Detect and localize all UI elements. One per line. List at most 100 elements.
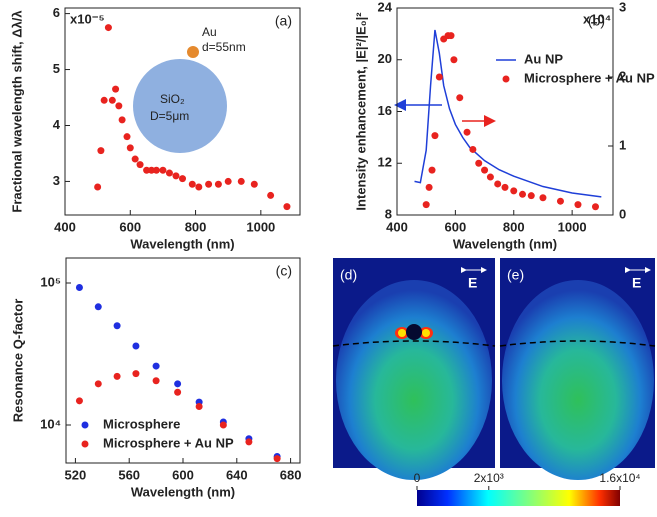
data-point [591, 203, 599, 211]
panel-label: (b) [588, 13, 605, 29]
y2-tick-label: 0 [619, 206, 626, 221]
data-point [94, 183, 102, 191]
legend-swatch [81, 421, 89, 429]
data-point [174, 380, 182, 388]
data-point [237, 177, 245, 185]
inset-label: D=5μm [150, 109, 189, 123]
data-point [152, 377, 160, 385]
data-point [428, 166, 436, 174]
data-point [123, 133, 131, 141]
x-tick-label: 640 [226, 467, 248, 482]
axis-exponent: x10⁻⁵ [70, 11, 105, 26]
data-point [172, 172, 180, 180]
axis-exponent: x10⁴ [583, 11, 611, 26]
colorbar-label: 1.6x10⁴ [599, 471, 640, 485]
plot-frame [64, 7, 301, 216]
data-point [159, 166, 167, 174]
legend-label: Microsphere + Au NP [524, 70, 655, 85]
data-point [539, 194, 547, 202]
legend-label: Microsphere [103, 416, 180, 431]
data-point [501, 183, 509, 191]
y-tick-label: 6 [53, 5, 60, 20]
y2-tick-label: 3 [619, 0, 626, 14]
nanoparticle-icon [187, 46, 199, 58]
colorbar-label: 2x10³ [474, 471, 504, 485]
x-tick-label: 520 [65, 467, 87, 482]
panel-label: (a) [275, 13, 292, 29]
data-point [113, 372, 121, 380]
data-point [104, 24, 112, 32]
data-point [527, 192, 535, 200]
field-pattern [502, 280, 654, 480]
panel-label: (e) [507, 267, 524, 283]
data-point [486, 173, 494, 181]
inset: Au d=55nm SiO₂ D=5μm [133, 25, 246, 153]
data-point [469, 145, 477, 153]
data-point [97, 147, 105, 155]
data-point [152, 166, 160, 174]
colorbar [417, 490, 620, 506]
x-tick-label: 1000 [558, 219, 587, 234]
data-point [510, 187, 518, 195]
hotspot [422, 329, 430, 337]
data-point [75, 397, 83, 405]
x-tick-label: 400 [386, 219, 408, 234]
data-point [219, 421, 227, 429]
data-point [273, 455, 281, 463]
y-tick-label: 5 [53, 61, 60, 76]
data-point [94, 303, 102, 311]
y2-tick-label: 2 [619, 68, 626, 83]
inset-label: Au [202, 25, 217, 39]
data-point [195, 183, 203, 191]
x-tick-label: 560 [118, 467, 140, 482]
field-label: E [632, 275, 641, 291]
y-tick-label: 16 [378, 103, 392, 118]
data-point [245, 438, 253, 446]
x-tick-label: 800 [503, 219, 525, 234]
data-point [108, 96, 116, 104]
y-axis-label: Fractional wavelength shift, Δλ/λ [9, 10, 24, 213]
x-tick-label: 400 [54, 219, 76, 234]
data-point [556, 197, 564, 205]
data-point [131, 155, 139, 163]
data-point [113, 322, 121, 330]
data-point [165, 169, 173, 177]
field-pattern [336, 280, 492, 480]
data-point [147, 166, 155, 174]
data-point [494, 180, 502, 188]
inset-label: SiO₂ [160, 92, 185, 106]
data-point [450, 56, 458, 64]
data-point [118, 116, 126, 124]
legend-label: Microsphere + Au NP [103, 435, 234, 450]
y-tick-label: 20 [378, 51, 392, 66]
x-axis-label: Wavelength (nm) [131, 484, 235, 499]
legend-label: Au NP [524, 51, 563, 66]
data-point [126, 144, 134, 152]
x-tick-label: 1000 [246, 219, 275, 234]
data-point [94, 380, 102, 388]
x-tick-label: 600 [445, 219, 467, 234]
data-point [267, 191, 275, 199]
x-tick-label: 600 [172, 467, 194, 482]
data-point [250, 180, 258, 188]
y-tick-label: 10⁵ [40, 274, 61, 289]
inset-label: d=55nm [202, 40, 246, 54]
data-point [475, 159, 483, 167]
data-point [174, 388, 182, 396]
data-point [463, 128, 471, 136]
y-tick-label: 4 [53, 117, 61, 132]
field-maps: (d) (e) E E [332, 258, 656, 506]
data-point [205, 180, 213, 188]
x-axis-label: Wavelength (nm) [130, 236, 234, 251]
x-tick-label: 680 [280, 467, 302, 482]
y2-tick-label: 1 [619, 137, 626, 152]
panel-label: (d) [340, 267, 357, 283]
sphere-boundary [332, 340, 656, 347]
data-point [132, 370, 140, 378]
microsphere-icon [133, 59, 227, 153]
data-point [425, 183, 433, 191]
data-point [132, 342, 140, 350]
data-point [214, 180, 222, 188]
y-axis-label: Resonance Q-factor [10, 299, 25, 423]
data-point [179, 175, 186, 183]
